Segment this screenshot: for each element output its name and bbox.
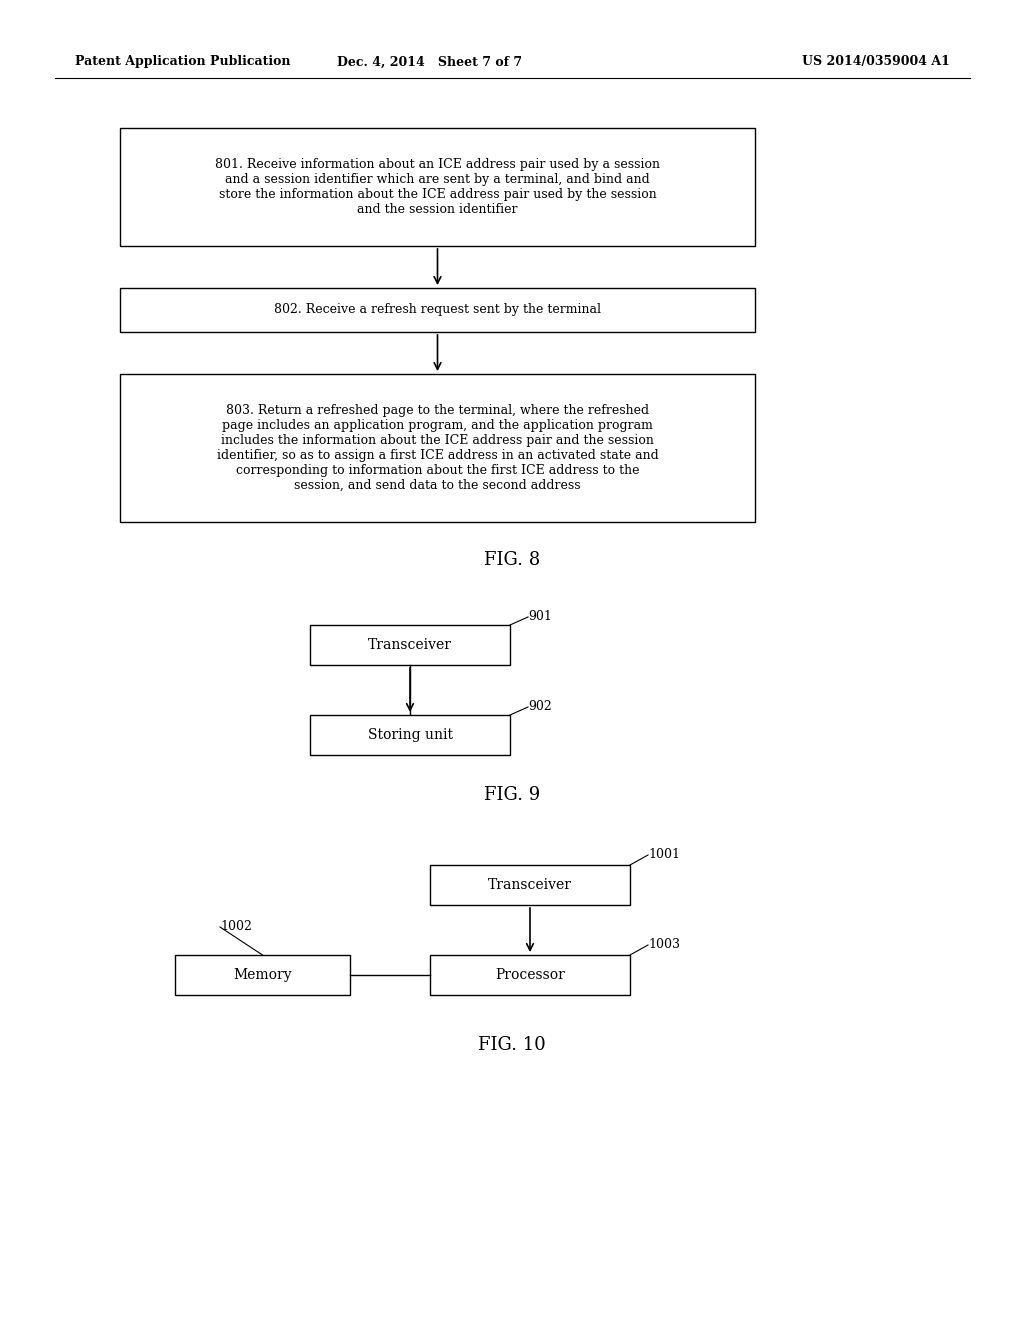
Text: 803. Return a refreshed page to the terminal, where the refreshed
page includes : 803. Return a refreshed page to the term… <box>217 404 658 492</box>
Text: FIG. 8: FIG. 8 <box>484 550 540 569</box>
Bar <box>175 954 350 995</box>
Bar <box>430 865 630 906</box>
Bar <box>310 715 510 755</box>
Text: 1002: 1002 <box>220 920 252 933</box>
Text: 1003: 1003 <box>648 939 680 952</box>
Bar <box>120 374 755 521</box>
Text: 1001: 1001 <box>648 849 680 862</box>
Text: Transceiver: Transceiver <box>368 638 452 652</box>
Bar <box>430 954 630 995</box>
Bar <box>310 624 510 665</box>
Text: 902: 902 <box>528 701 552 714</box>
Text: Processor: Processor <box>495 968 565 982</box>
Text: Memory: Memory <box>233 968 292 982</box>
Text: Dec. 4, 2014   Sheet 7 of 7: Dec. 4, 2014 Sheet 7 of 7 <box>338 55 522 69</box>
Text: Transceiver: Transceiver <box>488 878 572 892</box>
Text: Storing unit: Storing unit <box>368 729 453 742</box>
Text: FIG. 9: FIG. 9 <box>484 785 540 804</box>
Bar <box>120 128 755 246</box>
Text: US 2014/0359004 A1: US 2014/0359004 A1 <box>802 55 950 69</box>
Text: Patent Application Publication: Patent Application Publication <box>75 55 291 69</box>
Bar <box>120 288 755 333</box>
Text: 901: 901 <box>528 610 552 623</box>
Text: FIG. 10: FIG. 10 <box>478 1036 546 1053</box>
Text: 802. Receive a refresh request sent by the terminal: 802. Receive a refresh request sent by t… <box>274 304 601 317</box>
Text: 801. Receive information about an ICE address pair used by a session
and a sessi: 801. Receive information about an ICE ad… <box>215 158 660 216</box>
